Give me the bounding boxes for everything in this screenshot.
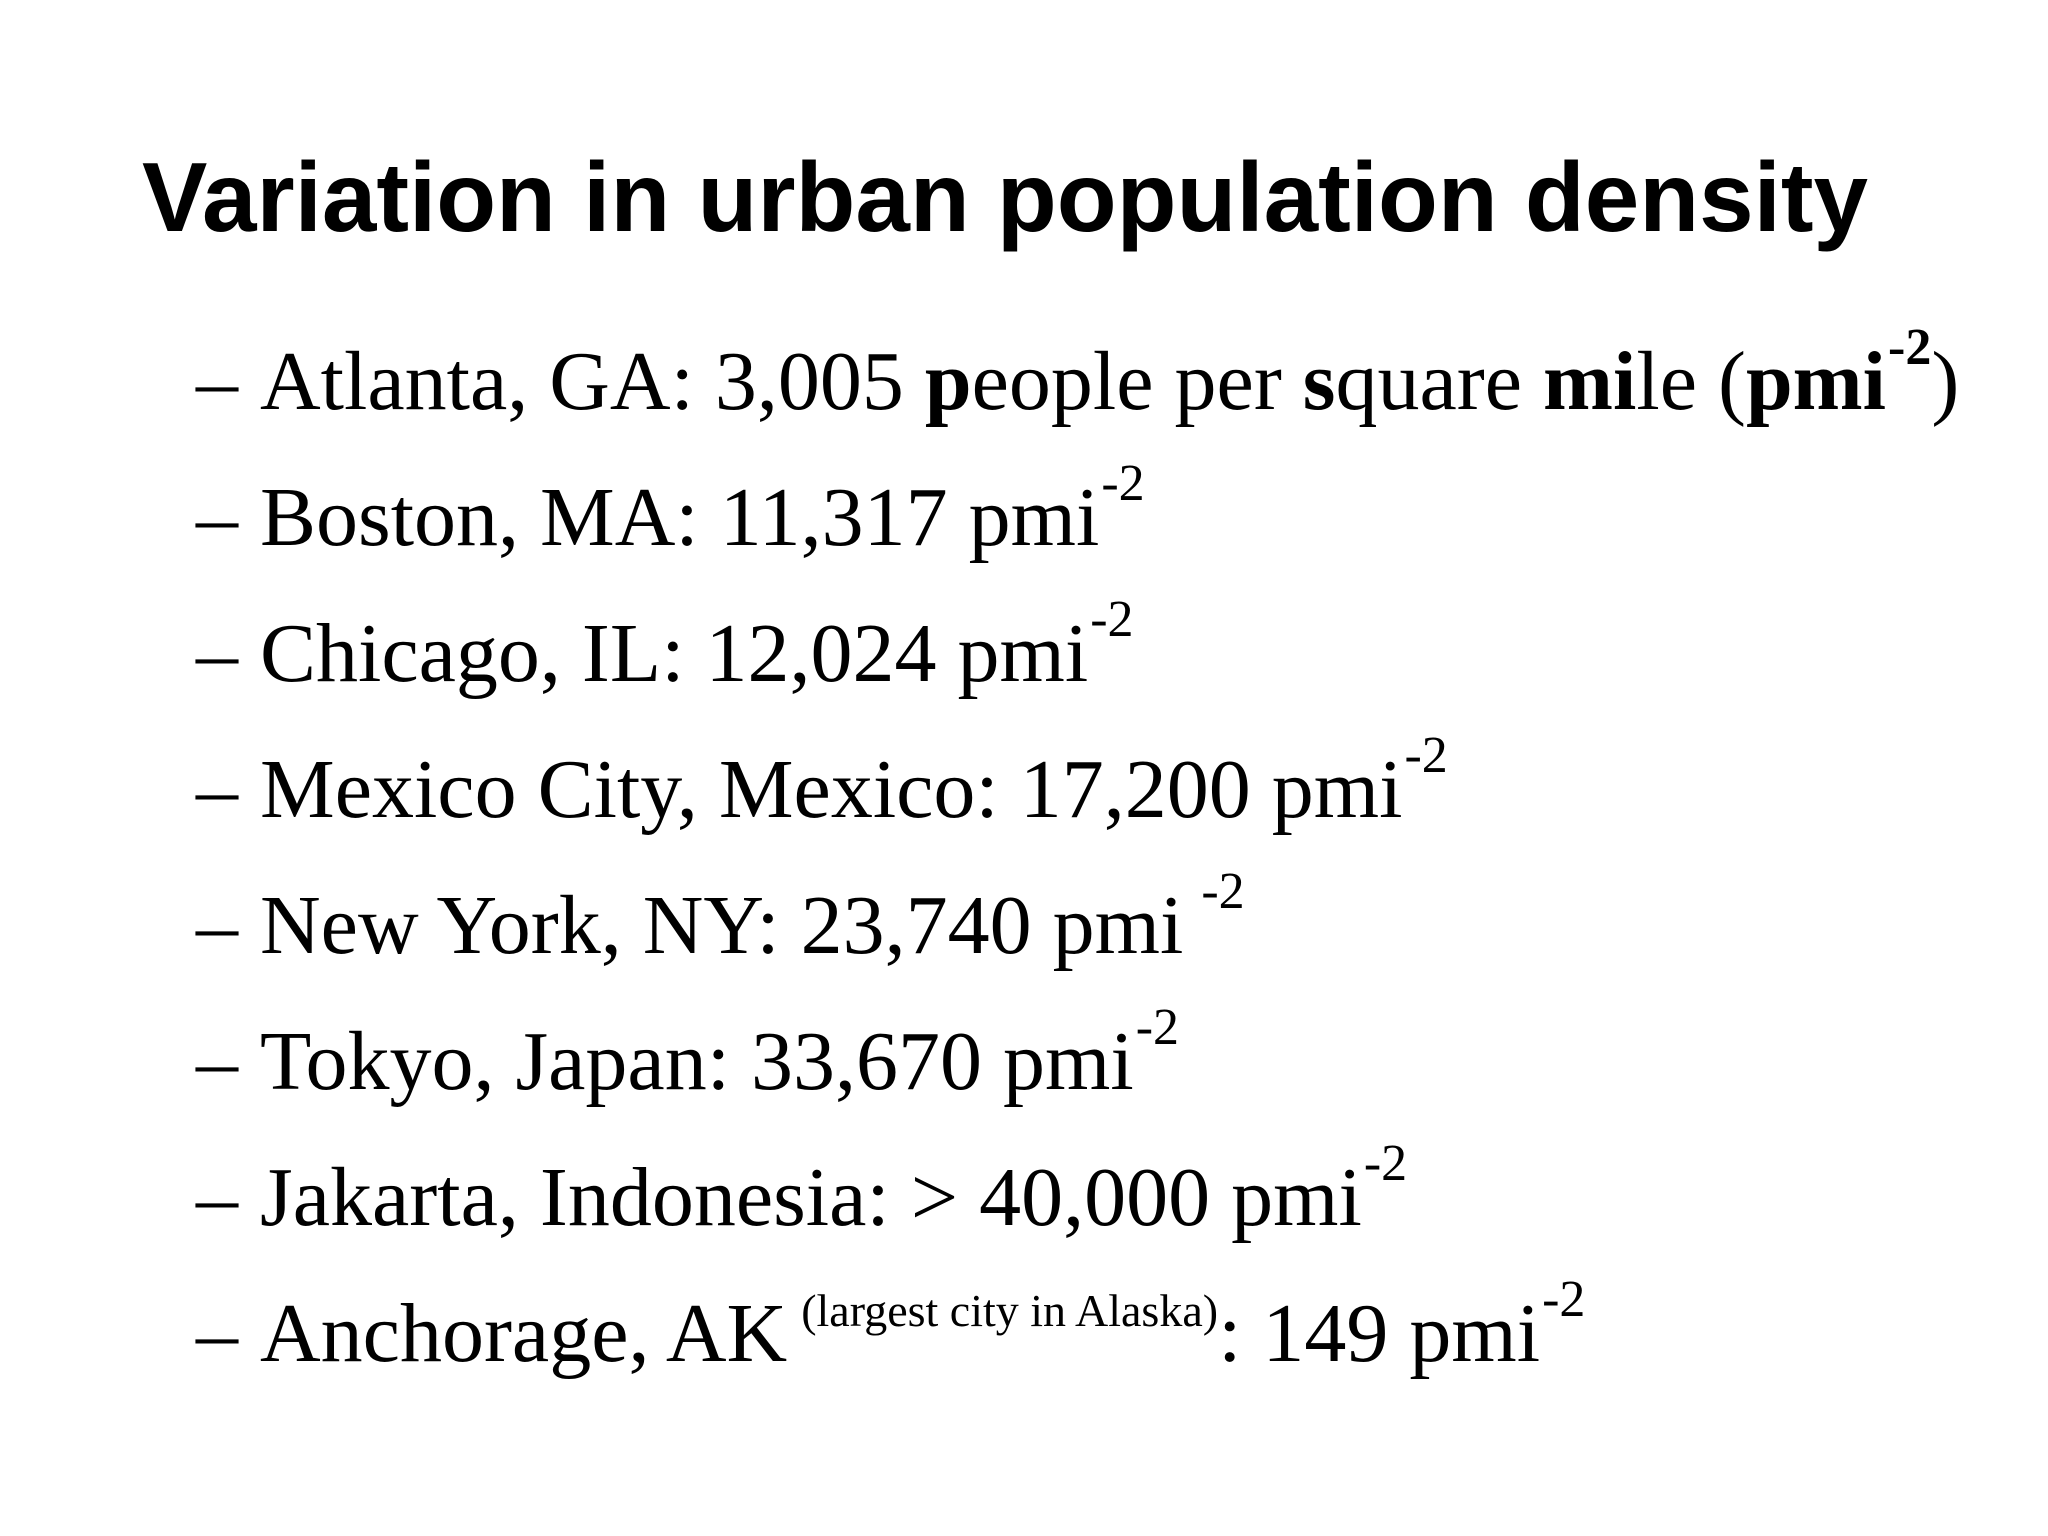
bullet-dash: – <box>196 1151 238 1244</box>
exponent: -2 <box>1101 455 1145 512</box>
exponent: -2 <box>1888 319 1932 376</box>
item-text: Boston, MA: 11,317 pmi <box>260 471 1100 564</box>
bullet-dash: – <box>196 471 238 564</box>
exponent: -2 <box>1404 727 1448 784</box>
bullet-dash: – <box>196 879 238 972</box>
bullet-dash: – <box>196 607 238 700</box>
bold-s: s <box>1302 335 1336 428</box>
bold-pmi: pmi <box>1745 335 1886 428</box>
bullet-dash: – <box>196 743 238 836</box>
list-item: – Boston, MA: 11,317 pmi-2 <box>196 458 1959 612</box>
close-paren: ) <box>1931 335 1960 428</box>
exponent: -2 <box>1201 863 1245 920</box>
item-text: Jakarta, Indonesia: > 40,000 pmi <box>260 1151 1362 1244</box>
anchorage-value: : 149 pmi <box>1218 1287 1541 1380</box>
item-text: Chicago, IL: 12,024 pmi <box>260 607 1089 700</box>
density-list: – Atlanta, GA: 3,005 people per square mi… <box>196 322 1959 1428</box>
item-text: New York, NY: 23,740 pmi <box>260 879 1184 972</box>
bullet-dash: – <box>196 1015 238 1108</box>
item-text: Mexico City, Mexico: 17,200 pmi <box>260 743 1403 836</box>
anchorage-note: (largest city in Alaska) <box>801 1285 1219 1336</box>
exponent: -2 <box>1542 1271 1586 1328</box>
slide-title: Variation in urban population density <box>142 142 1869 252</box>
list-item: – Jakarta, Indonesia: > 40,000 pmi-2 <box>196 1138 1959 1292</box>
list-item: – Tokyo, Japan: 33,670 pmi-2 <box>196 1002 1959 1156</box>
atlanta-le: le <box>1636 335 1718 428</box>
exponent: -2 <box>1135 999 1180 1056</box>
exponent: -2 <box>1363 1135 1408 1192</box>
exponent: -2 <box>1090 591 1134 648</box>
bullet-dash: – <box>196 1287 238 1380</box>
anchorage-city: Anchorage, AK <box>260 1287 788 1380</box>
atlanta-eople-per: eople per <box>971 335 1303 428</box>
list-item-anchorage: – Anchorage, AK (largest city in Alaska): … <box>196 1274 1959 1428</box>
bullet-dash: – <box>196 335 238 428</box>
list-item-atlanta: – Atlanta, GA: 3,005 people per square mi… <box>196 322 1959 476</box>
bold-mi: mi <box>1543 335 1637 428</box>
bold-p: p <box>924 335 972 428</box>
list-item: – Mexico City, Mexico: 17,200 pmi-2 <box>196 730 1959 884</box>
atlanta-quare: quare <box>1335 335 1544 428</box>
atlanta-prefix: Atlanta, GA: 3,005 <box>260 335 925 428</box>
item-text: Tokyo, Japan: 33,670 pmi <box>260 1015 1134 1108</box>
list-item: – New York, NY: 23,740 pmi -2 <box>196 866 1959 1020</box>
open-paren: ( <box>1717 335 1746 428</box>
list-item: – Chicago, IL: 12,024 pmi-2 <box>196 594 1959 748</box>
